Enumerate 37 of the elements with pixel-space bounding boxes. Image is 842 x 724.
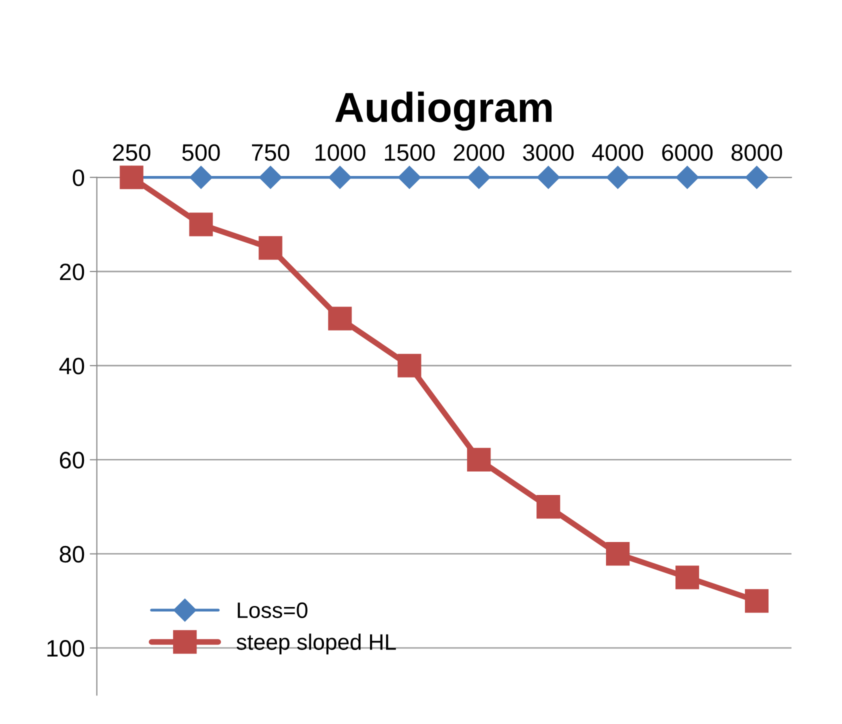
point [467, 448, 491, 472]
x-tick-label: 3000 [522, 144, 574, 161]
point [467, 166, 490, 189]
y-tick-label: 100 [47, 640, 84, 657]
point [328, 166, 352, 189]
x-tick-label: 6000 [662, 144, 713, 161]
y-tick-label: 0 [72, 169, 84, 186]
point [258, 166, 282, 189]
point [676, 166, 699, 189]
y-tick-label: 20 [60, 264, 84, 280]
x-tick-label: 1500 [384, 144, 435, 161]
point [398, 166, 421, 189]
point [745, 166, 768, 189]
legend-label: steep sloped HL [236, 634, 396, 654]
x-tick-label: 8000 [732, 144, 782, 161]
x-tick-label: 2000 [454, 144, 504, 161]
chart-title: Audiogram [335, 92, 552, 131]
y-tick-label: 60 [60, 452, 84, 469]
point [606, 542, 630, 566]
point [190, 166, 213, 189]
point [258, 236, 282, 260]
y-tick-label: 40 [59, 358, 84, 374]
point [536, 494, 560, 519]
point [189, 212, 213, 236]
point [606, 166, 630, 189]
x-tick-label: 1000 [316, 144, 366, 161]
point [328, 306, 352, 330]
x-tick-label: 750 [252, 144, 290, 161]
point [675, 566, 700, 590]
point [536, 166, 560, 189]
x-tick-label: 4000 [592, 144, 644, 161]
x-tick-label: 500 [182, 144, 220, 161]
legend-label: Loss=0 [238, 602, 308, 618]
x-tick-label: 250 [113, 144, 150, 161]
y-tick-label: 80 [60, 546, 84, 563]
point [744, 589, 769, 613]
point [398, 354, 422, 378]
